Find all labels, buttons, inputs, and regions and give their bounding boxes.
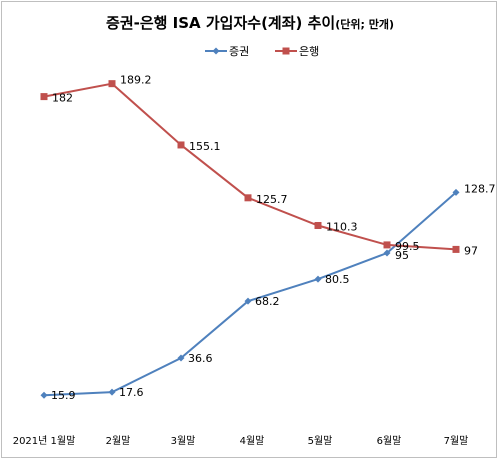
data-label-은행-1: 189.2 [120,74,152,87]
data-label-은행-6: 97 [464,244,478,257]
data-label-증권-6: 128.7 [464,182,496,195]
x-tick-label-1: 2월말 [106,435,131,447]
data-label-증권-4: 80.5 [325,273,350,286]
point-증권-3 [244,297,252,305]
data-label-증권-0: 15.9 [51,389,76,402]
point-은행-1 [108,80,116,88]
data-label-은행-3: 125.7 [256,193,288,206]
legend-label-은행: 은행 [299,45,319,58]
series-line-증권 [43,191,457,397]
point-증권-6 [452,188,460,196]
x-tick-label-5: 6월말 [377,435,402,447]
x-tick-label-0: 2021년 1월말 [13,435,76,447]
point-은행-0 [40,93,48,101]
data-label-은행-0: 182 [52,92,73,105]
data-label-은행-4: 110.3 [326,220,358,233]
x-tick-label-2: 3월말 [171,435,196,447]
series-line-은행 [43,82,457,251]
x-tick-label-6: 7월말 [444,435,469,447]
data-label-은행-2: 155.1 [189,140,221,153]
legend-label-증권: 증권 [229,45,249,58]
data-label-증권-2: 36.6 [188,352,213,365]
legend-marker-증권 [212,47,220,55]
point-은행-6 [452,245,460,253]
point-증권-5 [383,249,391,257]
point-은행-3 [244,194,252,202]
point-증권-2 [177,354,185,362]
chart-title-text: 증권-은행 ISA 가입자수(계좌) 추이 [106,14,336,32]
legend-marker-은행 [282,47,290,55]
data-label-증권-1: 17.6 [119,386,144,399]
data-label-증권-3: 68.2 [255,295,280,308]
x-tick-label-4: 5월말 [308,435,333,447]
point-은행-2 [177,141,185,149]
point-은행-4 [314,221,322,229]
x-tick-label-3: 4월말 [240,435,265,447]
point-증권-4 [314,275,322,283]
data-label-증권-5: 95 [395,249,409,262]
chart-unit-note: (단위; 만개) [335,18,394,31]
data-label-은행-5: 99.5 [395,240,420,253]
point-증권-0 [40,391,48,399]
point-증권-1 [108,388,116,396]
chart-title: 증권-은행 ISA 가입자수(계좌) 추이(단위; 만개) [0,12,500,33]
point-은행-5 [383,241,391,249]
